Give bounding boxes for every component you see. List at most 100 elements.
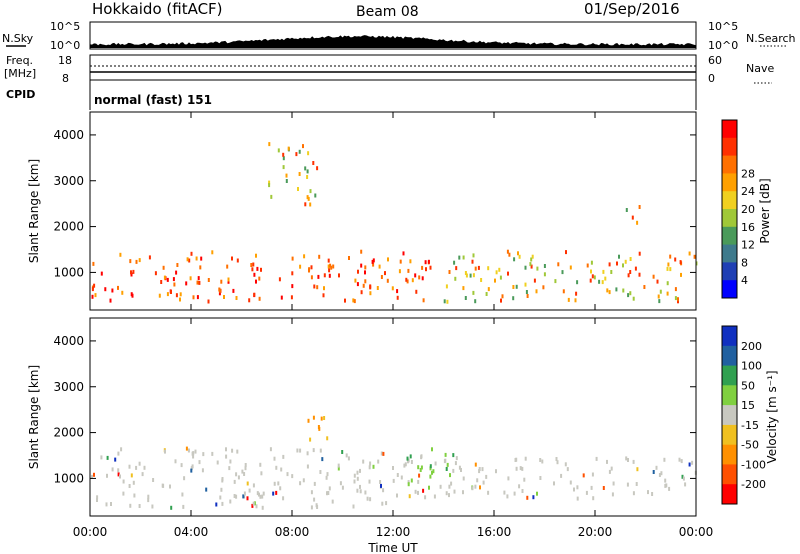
range-gate-cell	[191, 464, 194, 469]
range-gate-cell	[455, 456, 458, 461]
range-gate-cell	[498, 267, 501, 272]
range-gate-cell	[381, 501, 384, 506]
range-gate-cell	[669, 254, 672, 259]
range-gate-cell	[471, 486, 474, 491]
range-gate-cell	[460, 468, 462, 472]
range-gate-cell	[219, 495, 222, 500]
range-gate-cell	[610, 270, 613, 274]
range-gate-cell	[344, 298, 346, 303]
range-gate-cell	[535, 289, 538, 294]
range-gate-cell	[158, 293, 161, 298]
range-gate-cell	[364, 490, 367, 495]
range-gate-cell	[354, 278, 357, 283]
range-gate-cell	[417, 479, 420, 484]
range-gate-cell	[507, 476, 510, 481]
range-gate-cell	[557, 262, 560, 267]
range-gate-cell	[220, 487, 223, 492]
range-gate-cell	[400, 475, 403, 480]
range-gate-cell	[482, 480, 485, 485]
range-gate-cell	[415, 289, 418, 294]
range-gate-cell	[312, 415, 315, 420]
range-gate-cell	[337, 463, 340, 468]
power-colorbar-label: Power [dB]	[758, 178, 772, 243]
range-gate-cell	[326, 491, 328, 496]
range-gate-cell	[422, 488, 425, 493]
range-gate-cell	[256, 491, 259, 496]
nave-tick-high: 60	[708, 54, 722, 67]
range-gate-cell	[531, 254, 534, 259]
range-gate-cell	[364, 279, 367, 284]
range-gate-cell	[629, 257, 632, 261]
range-gate-cell	[231, 448, 234, 453]
range-gate-cell	[387, 257, 389, 262]
range-gate-cell	[215, 502, 218, 507]
range-gate-cell	[674, 296, 677, 301]
range-gate-cell	[446, 299, 449, 304]
range-gate-cell	[417, 465, 420, 470]
range-gate-cell	[337, 466, 340, 471]
range-gate-cell	[632, 296, 635, 301]
range-gate-cell	[651, 492, 654, 496]
range-gate-cell	[360, 249, 363, 254]
range-gate-cell	[331, 499, 334, 504]
range-gate-cell	[302, 478, 305, 483]
range-gate-cell	[512, 296, 515, 301]
range-gate-cell	[526, 495, 529, 500]
range-gate-cell	[448, 270, 451, 274]
range-gate-cell	[260, 471, 263, 476]
range-gate-cell	[233, 494, 236, 498]
range-gate-cell	[229, 499, 232, 504]
range-gate-cell	[664, 483, 667, 488]
range-gate-cell	[513, 257, 516, 262]
range-gate-cell	[94, 293, 97, 298]
range-gate-cell	[130, 272, 133, 277]
freq-panel: Freq. [MHz] 18 8 60 0 Nave	[4, 54, 774, 85]
range-gate-cell	[428, 485, 430, 490]
range-gate-cell	[656, 279, 659, 284]
range-gate-cell	[472, 290, 475, 295]
range-gate-cell	[678, 457, 681, 462]
range-gate-cell	[638, 272, 641, 277]
range-gate-cell	[270, 194, 273, 199]
y-tick-label: 1000	[53, 265, 84, 279]
range-gate-cell	[472, 273, 475, 278]
range-gate-cell	[478, 469, 481, 474]
range-gate-cell	[225, 447, 227, 452]
range-gate-cell	[253, 272, 256, 277]
range-gate-cell	[647, 490, 649, 495]
range-gate-cell	[477, 265, 480, 270]
range-gate-cell	[258, 296, 261, 301]
cpid-strip: CPID normal (fast) 151	[6, 80, 697, 110]
range-gate-cell	[175, 270, 178, 275]
range-gate-cell	[443, 299, 446, 304]
noise-panel: N.Sky N.Search 10^5 10^0 10^5 10^0	[2, 20, 796, 52]
range-gate-cell	[368, 465, 371, 470]
colorbar-tick-label: -15	[741, 419, 759, 432]
range-gate-cell	[220, 279, 223, 284]
range-gate-cell	[407, 480, 410, 485]
range-gate-cell	[556, 460, 559, 465]
range-gate-cell	[379, 480, 382, 484]
nave-tick-low: 0	[708, 72, 715, 85]
range-gate-cell	[192, 454, 195, 459]
range-gate-cell	[180, 463, 183, 468]
range-gate-cell	[476, 478, 479, 483]
range-gate-cell	[223, 295, 225, 299]
range-gate-cell	[366, 496, 369, 501]
range-gate-cell	[353, 299, 356, 304]
range-gate-cell	[530, 264, 533, 269]
range-gate-cell	[382, 451, 385, 456]
range-gate-cell	[277, 481, 280, 486]
colorbar-tick-label: -50	[741, 439, 759, 452]
range-gate-cell	[638, 205, 641, 209]
range-gate-cell	[657, 294, 660, 299]
range-gate-cell	[182, 504, 185, 509]
range-gate-cell	[494, 278, 496, 283]
range-gate-cell	[200, 256, 203, 261]
range-gate-cell	[386, 278, 389, 283]
range-gate-cell	[332, 264, 335, 269]
x-tick-label: 04:00	[174, 525, 209, 539]
range-gate-cell	[391, 286, 394, 291]
range-gate-cell	[431, 470, 433, 475]
range-gate-cell	[691, 460, 694, 465]
